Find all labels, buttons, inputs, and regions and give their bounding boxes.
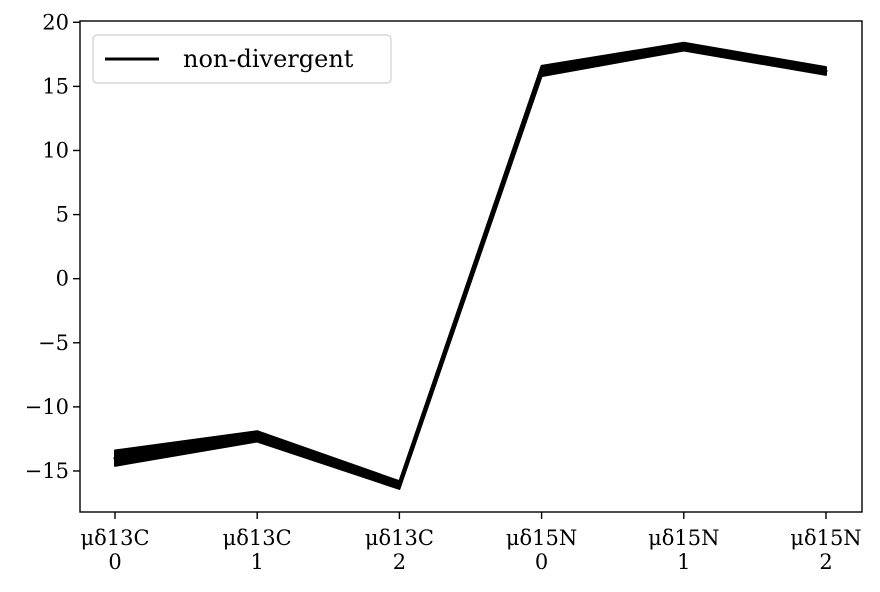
y-tick-label: −5 [38, 331, 69, 355]
x-tick-label: μδ13C 1 [223, 526, 292, 574]
data-point [397, 483, 401, 487]
axes-frame [79, 20, 863, 513]
data-point [255, 434, 259, 438]
y-tick-label: 5 [56, 203, 69, 227]
x-tick-label-line: 1 [677, 550, 690, 574]
y-tick-label: −10 [25, 395, 69, 419]
x-tick-label-line: μδ15N [648, 526, 719, 550]
legend-label: non-divergent [183, 45, 354, 73]
series-band-0 [114, 41, 827, 490]
y-tick-label: 20 [42, 10, 69, 34]
legend: non-divergent [92, 34, 392, 84]
data-point [113, 456, 117, 460]
data-point [682, 45, 686, 49]
series-line-0 [114, 45, 827, 487]
x-tick-label: μδ15N 2 [790, 526, 861, 574]
x-tick-label-line: 2 [393, 550, 406, 574]
y-tick-label: 0 [56, 267, 69, 291]
x-tick-label: μδ13C 2 [365, 526, 434, 574]
x-tick-label-line: 1 [251, 550, 264, 574]
y-tick-label: −15 [25, 459, 69, 483]
x-tick-label-line: μδ13C [365, 526, 434, 550]
x-tick-label-line: 0 [535, 550, 548, 574]
x-tick-label-line: μδ13C [80, 526, 149, 550]
data-point [540, 69, 544, 73]
y-tick-label: 10 [42, 138, 69, 162]
x-tick-label-line: μδ15N [506, 526, 577, 550]
x-tick-label-line: μδ13C [223, 526, 292, 550]
x-tick-label-line: 2 [819, 550, 832, 574]
x-tick-label: μδ15N 0 [506, 526, 577, 574]
x-tick-label: μδ15N 1 [648, 526, 719, 574]
x-tick-label: μδ13C 0 [80, 526, 149, 574]
legend-box [92, 34, 392, 84]
data-point [824, 69, 828, 73]
y-tick-label: 15 [42, 74, 69, 98]
plot-area [113, 41, 828, 490]
x-tick-label-line: 0 [108, 550, 121, 574]
x-tick-label-line: μδ15N [790, 526, 861, 550]
